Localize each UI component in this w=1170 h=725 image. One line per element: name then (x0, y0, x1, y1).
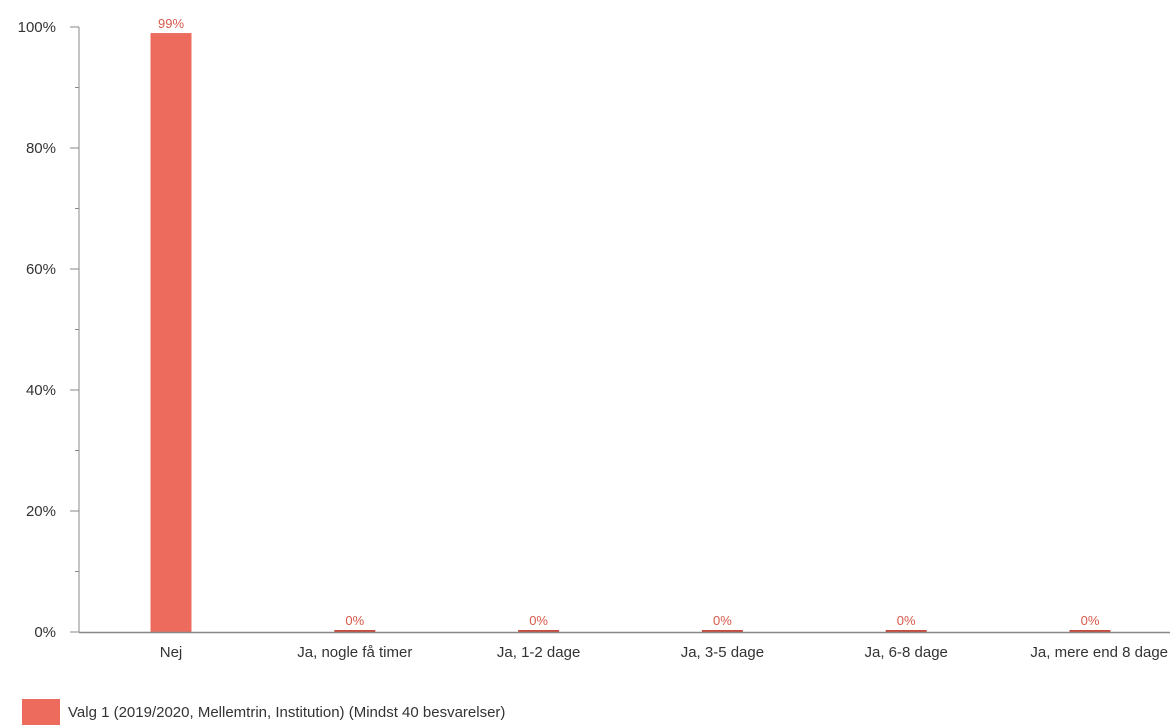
legend-label: Valg 1 (2019/2020, Mellemtrin, Instituti… (68, 703, 506, 721)
bar (334, 630, 376, 632)
bar (701, 630, 743, 632)
legend: Valg 1 (2019/2020, Mellemtrin, Instituti… (22, 699, 505, 725)
x-category-label: Ja, mere end 8 dage (1030, 644, 1168, 661)
bar-data-label: 0% (529, 613, 548, 628)
y-tick-label: 100% (18, 19, 56, 36)
bar-data-label: 99% (158, 16, 184, 31)
y-tick-label: 20% (26, 503, 56, 520)
bar-data-label: 0% (897, 613, 916, 628)
y-tick-label: 0% (34, 624, 56, 641)
bar (885, 630, 927, 632)
y-tick-label: 60% (26, 261, 56, 278)
x-axis: Nej Ja, nogle få timer Ja, 1-2 dage Ja, 3-5… (79, 631, 1170, 661)
bar-data-label: 0% (345, 613, 364, 628)
legend-swatch (22, 699, 60, 725)
x-category-label: Nej (160, 644, 183, 661)
x-category-label: Ja, 1-2 dage (497, 644, 580, 661)
bar (518, 630, 560, 632)
x-category-label: Ja, 3-5 dage (681, 644, 764, 661)
x-category-label: Ja, 6-8 dage (864, 644, 947, 661)
bar-data-label: 0% (713, 613, 732, 628)
bar-chart: 0% 20% 40% 60% 80% 100% 99% 0% 0% 0% 0% 0% Nej Ja, … (18, 16, 1170, 661)
bar (1069, 630, 1111, 632)
bar (150, 33, 192, 633)
bars-group: 99% 0% 0% 0% 0% 0% (150, 16, 1111, 633)
y-tick-label: 80% (26, 140, 56, 157)
bar-data-label: 0% (1081, 613, 1100, 628)
x-category-label: Ja, nogle få timer (297, 644, 412, 661)
y-axis: 0% 20% 40% 60% 80% 100% (18, 19, 80, 641)
y-tick-label: 40% (26, 382, 56, 399)
